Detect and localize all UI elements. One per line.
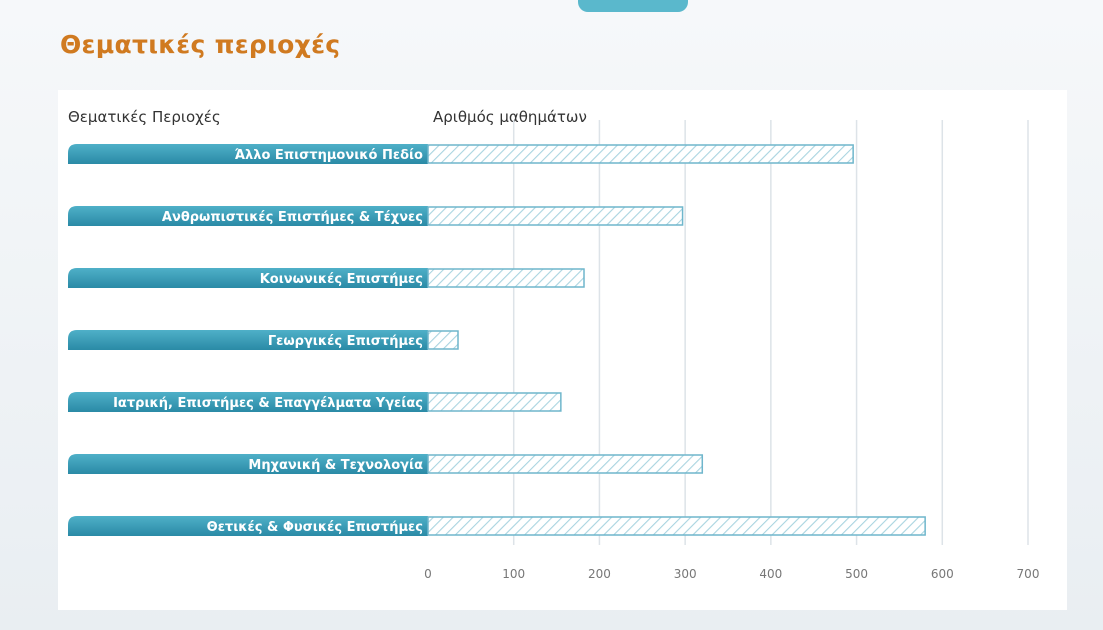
value-column-header: Αριθμός μαθημάτων [433, 108, 587, 126]
category-label-bar [68, 206, 428, 226]
value-bar[interactable] [427, 516, 926, 536]
x-tick-label: 400 [759, 567, 782, 581]
category-label-bar [68, 268, 428, 288]
value-bars [427, 144, 926, 536]
category-label: Μηχανική & Τεχνολογία [248, 458, 423, 473]
category-label-bar [68, 330, 428, 350]
value-bar[interactable] [427, 144, 854, 164]
category-label: Κοινωνικές Επιστήμες [260, 272, 423, 287]
category-label: Γεωργικές Επιστήμες [268, 334, 423, 349]
category-label-bar [68, 454, 428, 474]
category-labels: Άλλο Επιστημονικό Πεδίο Ανθρωπιστικές Επι… [68, 144, 428, 536]
category-label: Ανθρωπιστικές Επιστήμες & Τέχνες [162, 210, 423, 225]
grid-lines [512, 120, 1029, 545]
x-tick-label: 700 [1017, 567, 1040, 581]
x-axis-ticks: 0 100 200 300 400 500 600 700 [424, 567, 1039, 581]
category-column-header: Θεματικές Περιοχές [68, 108, 221, 126]
x-tick-label: 0 [424, 567, 432, 581]
value-bar[interactable] [427, 206, 684, 226]
value-bar[interactable] [427, 392, 562, 412]
x-tick-label: 500 [845, 567, 868, 581]
value-bar[interactable] [427, 454, 704, 474]
category-label: Ιατρική, Επιστήμες & Επαγγέλματα Υγείας [113, 396, 423, 411]
bar-chart: Άλλο Επιστημονικό Πεδίο Ανθρωπιστικές Επι… [68, 120, 1039, 581]
value-bar[interactable] [427, 330, 459, 350]
category-label-bar [68, 144, 428, 164]
x-tick-label: 300 [674, 567, 697, 581]
x-tick-label: 200 [588, 567, 611, 581]
x-tick-label: 100 [502, 567, 525, 581]
x-tick-label: 600 [931, 567, 954, 581]
value-bar[interactable] [427, 268, 585, 288]
section-title: Θεματικές περιοχές [60, 30, 341, 59]
top-tab-indicator[interactable] [578, 0, 688, 12]
category-label: Θετικές & Φυσικές Επιστήμες [207, 520, 423, 535]
chart-card: Θεματικές Περιοχές Αριθμός μαθημάτων Άλλ… [58, 90, 1067, 610]
category-label-bar [68, 516, 428, 536]
category-label-bar [68, 392, 428, 412]
category-label: Άλλο Επιστημονικό Πεδίο [235, 148, 423, 163]
